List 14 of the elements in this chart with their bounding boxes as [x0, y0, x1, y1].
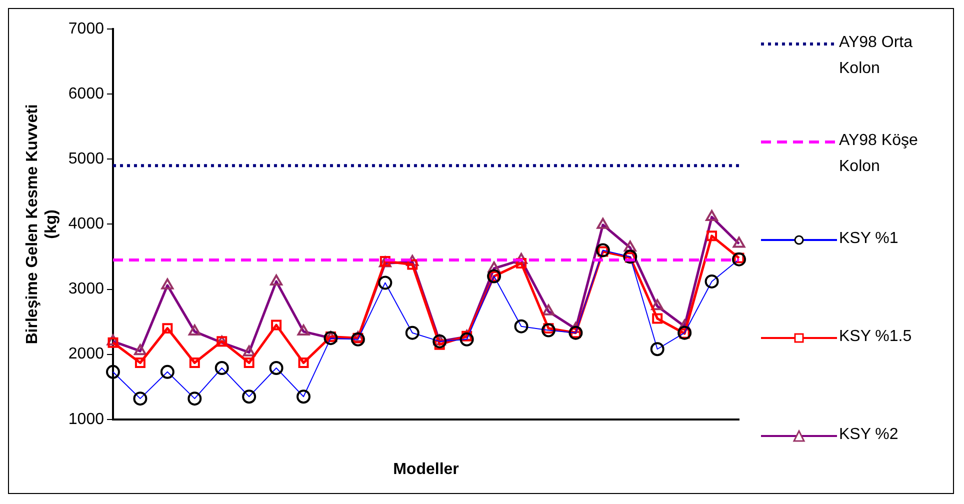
- y-axis-title: Birleşime Gelen Kesme Kuvveti (kg): [24, 104, 60, 344]
- legend-label: AY98 Orta Kolon: [839, 33, 914, 79]
- legend-label: KSY %1.5: [839, 327, 913, 347]
- y-tick-label: 6000: [68, 85, 104, 102]
- y-tick-label: 5000: [68, 150, 104, 168]
- legend-label: KSY %1: [839, 229, 900, 249]
- y-tick-label: 2000: [68, 346, 104, 363]
- y-tick-label: 4000: [68, 216, 104, 233]
- y-tick-label: 1000: [68, 410, 104, 428]
- legend-label: AY98 Köşe Kolon: [839, 131, 919, 177]
- legend-label: KSY %2: [839, 425, 900, 445]
- y-tick-label: 3000: [68, 280, 104, 298]
- y-tick-label: 7000: [68, 20, 104, 38]
- x-axis-title: Modeller: [393, 460, 459, 478]
